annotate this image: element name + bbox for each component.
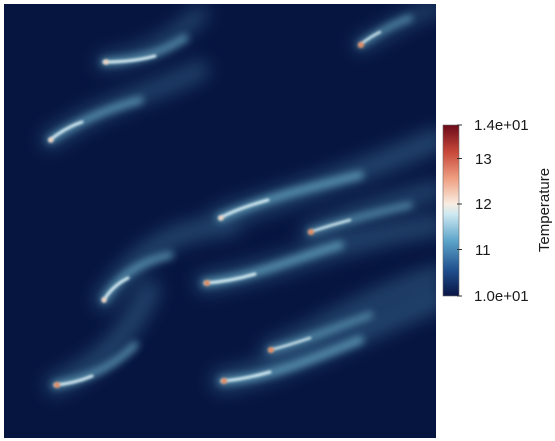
heat-source — [48, 137, 54, 143]
temperature-field — [4, 4, 436, 438]
heat-source — [308, 229, 314, 235]
colorbar-tick-label: 13 — [475, 151, 492, 168]
heat-sources — [48, 42, 364, 388]
heat-source — [204, 280, 210, 286]
heat-source — [221, 378, 227, 384]
heat-source — [101, 297, 107, 303]
heat-source — [268, 347, 274, 353]
heat-source — [54, 382, 60, 388]
colorbar-min-label: 1.0e+01 — [474, 288, 529, 305]
colorbar-gradient — [443, 125, 459, 296]
colorbar-max-label: 1.4e+01 — [474, 117, 529, 134]
colorbar: 1.4e+01 13 12 11 1.0e+01 Temperature — [442, 117, 553, 305]
colorbar-tick-label: 12 — [475, 196, 492, 213]
heat-source — [103, 59, 109, 65]
heat-source — [358, 42, 364, 48]
colorbar-tick-label: 11 — [475, 242, 491, 259]
colorbar-title: Temperature — [536, 168, 553, 252]
heat-source — [218, 215, 224, 221]
